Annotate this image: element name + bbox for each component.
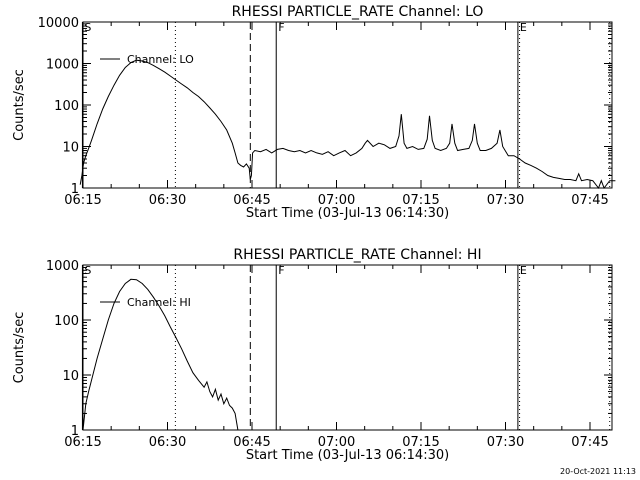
- chart-title: RHESSI PARTICLE_RATE Channel: LO: [232, 4, 484, 20]
- event-marker-label: S: [84, 21, 91, 34]
- y-tick-label: 1: [71, 424, 79, 439]
- x-tick-label: 06:30: [149, 193, 186, 208]
- y-axis-label: Counts/sec: [12, 69, 27, 141]
- chart-panels: RHESSI PARTICLE_RATE Channel: LO11010010…: [12, 4, 616, 463]
- legend-label: Channel: LO: [127, 53, 194, 66]
- event-marker-label: E: [520, 264, 527, 277]
- y-tick-label: 1000: [46, 259, 79, 274]
- plot-frame: [82, 264, 613, 431]
- x-tick-label: 07:30: [487, 193, 524, 208]
- y-tick-label: 1000: [46, 58, 79, 73]
- x-tick-label: 06:30: [149, 435, 186, 450]
- legend-label: Channel: HI: [127, 296, 191, 309]
- chart-panel-2: RHESSI PARTICLE_RATE Channel: HI 1 10 100 10…: [12, 247, 613, 463]
- x-tick-label: 07:45: [571, 435, 608, 450]
- y-tick-label: 1: [71, 182, 79, 197]
- x-tick-label: 07:30: [487, 435, 524, 450]
- event-marker-label: E: [520, 21, 527, 34]
- x-axis-label: Start Time (03-Jul-13 06:14:30): [246, 206, 449, 221]
- x-tick-label: 07:15: [402, 193, 439, 208]
- event-marker-label: F: [278, 264, 284, 277]
- y-tick-label: 10: [62, 141, 79, 156]
- x-tick-label: 07:00: [318, 435, 355, 450]
- x-axis-label: Start Time (03-Jul-13 06:14:30): [246, 448, 449, 463]
- event-marker-label: S: [84, 264, 91, 277]
- x-tick-label: 07:15: [402, 435, 439, 450]
- y-tick-label: 10000: [38, 16, 79, 31]
- y-tick-label: 100: [54, 314, 79, 329]
- y-tick-label: 100: [54, 99, 79, 114]
- event-marker-label: F: [278, 21, 284, 34]
- series-line-1: [82, 278, 239, 431]
- y-tick-label: 10: [62, 369, 79, 384]
- footer-date-stamp: 20-Oct-2021 11:13: [560, 467, 636, 476]
- x-tick-label: 06:45: [233, 193, 270, 208]
- series-line-1: [79, 59, 616, 190]
- x-tick-label: 07:45: [571, 193, 608, 208]
- x-tick-label: 06:15: [64, 435, 101, 450]
- chart-title: RHESSI PARTICLE_RATE Channel: HI: [233, 247, 481, 263]
- x-tick-label: 06:15: [64, 193, 101, 208]
- chart-panel-1: RHESSI PARTICLE_RATE Channel: LO 1 10 100 10…: [12, 4, 616, 221]
- y-axis-label: Counts/sec: [12, 312, 27, 384]
- x-tick-label: 06:45: [233, 435, 270, 450]
- x-tick-label: 07:00: [318, 193, 355, 208]
